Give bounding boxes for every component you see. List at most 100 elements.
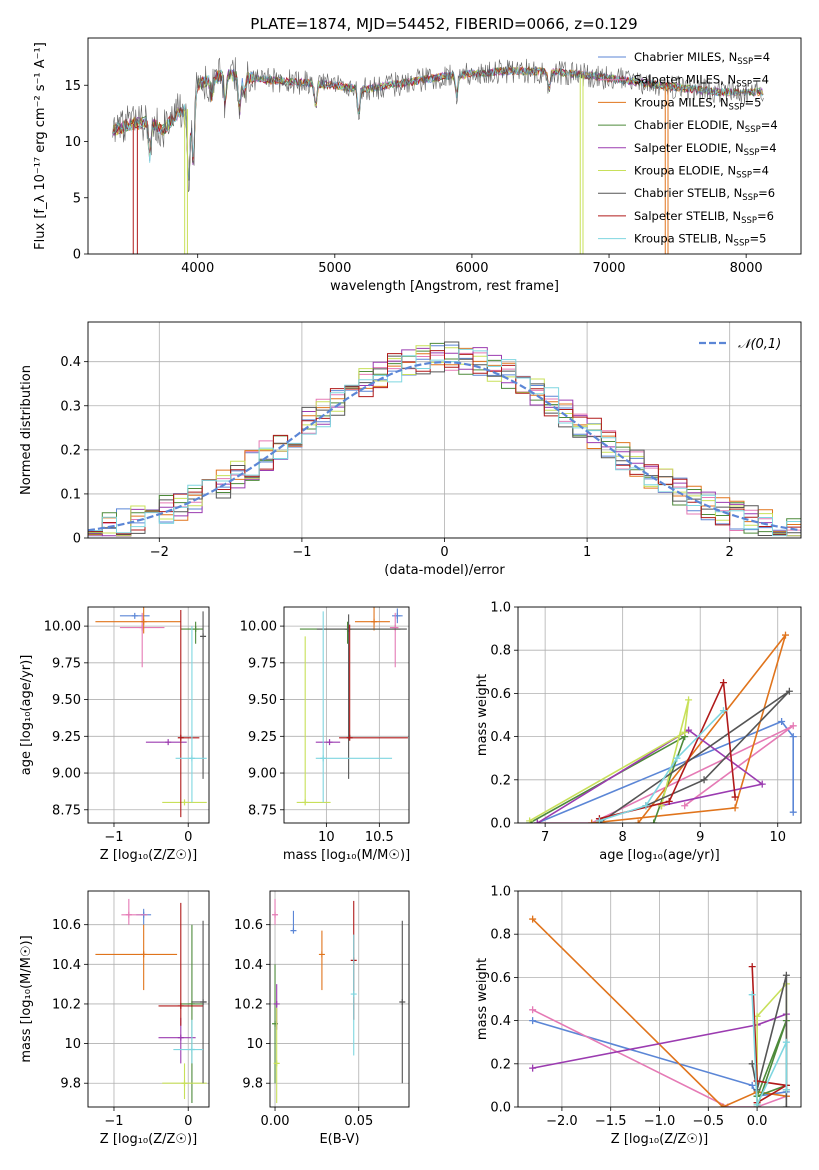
weight-marker xyxy=(789,733,797,741)
data-point xyxy=(302,799,309,806)
data-point xyxy=(350,991,357,998)
y-tick-label: 0.4 xyxy=(490,730,511,745)
plot-area xyxy=(88,607,209,823)
weight-marker xyxy=(681,802,689,810)
data-point xyxy=(181,799,188,806)
x-tick-label: 1 xyxy=(583,545,591,560)
y-tick-label: 0.8 xyxy=(490,644,511,659)
weight-marker xyxy=(665,797,673,805)
weight-marker xyxy=(782,1086,790,1094)
axes-frame xyxy=(87,321,802,539)
weight-marker xyxy=(719,1103,727,1107)
x-tick-label: 0 xyxy=(184,830,192,845)
weight-marker xyxy=(642,802,650,810)
weight-marker xyxy=(533,819,541,823)
weight-marker xyxy=(529,1064,537,1072)
legend-entry: Chabrier MILES, NSSP=4 xyxy=(634,50,770,67)
x-tick-label: 10.5 xyxy=(365,830,394,845)
panel-mass_vs_EBV: 0.00 0.05 9.8 10 10.2 10.4 10.6 E(B-V) xyxy=(234,890,410,1147)
weight-marker xyxy=(634,819,642,823)
legend-entry: Salpeter STELIB, NSSP=6 xyxy=(634,209,774,226)
plot-area xyxy=(518,891,801,1107)
weight-marker xyxy=(673,754,681,762)
figure-title: PLATE=1874, MJD=54452, FIBERID=0066, z=0… xyxy=(250,15,637,33)
y-tick-label: 10.6 xyxy=(52,918,81,933)
x-tick-label: −1.0 xyxy=(644,1114,676,1129)
y-tick-label: 0 xyxy=(73,532,81,547)
data-point xyxy=(371,618,378,625)
y-tick-label: 9.25 xyxy=(52,730,81,745)
x-tick-label: 0 xyxy=(440,545,448,560)
x-tick-label: 7000 xyxy=(592,261,625,276)
x-tick-label: 2 xyxy=(726,545,734,560)
weight-marker xyxy=(782,1038,790,1046)
y-tick-label: 9.8 xyxy=(60,1077,81,1092)
y-axis-label: mass weight xyxy=(475,958,490,1040)
y-tick-label: 0.8 xyxy=(490,928,511,943)
data-point xyxy=(326,739,333,746)
weight-marker xyxy=(758,780,766,788)
y-axis-label: Normed distribution xyxy=(19,365,34,495)
y-tick-label: 10.6 xyxy=(234,918,263,933)
x-tick-label: −1.5 xyxy=(595,1114,627,1129)
weight-line xyxy=(537,725,794,823)
x-tick-label: 0 xyxy=(184,1114,192,1129)
plot-area xyxy=(284,607,409,823)
plot-area xyxy=(518,607,801,823)
plot-area xyxy=(112,57,764,254)
weight-marker xyxy=(748,963,756,971)
y-axis-label: mass [log₁₀(M/M☉)] xyxy=(19,935,34,1062)
weight-line xyxy=(599,710,725,822)
data-point xyxy=(399,998,406,1005)
axes-frame xyxy=(269,890,410,1108)
x-tick-label: 0.0 xyxy=(747,1114,768,1129)
weight-marker xyxy=(685,696,693,704)
weight-line xyxy=(751,966,789,1104)
y-tick-label: 0.4 xyxy=(490,1014,511,1029)
data-point xyxy=(188,1046,195,1053)
spectrum-glitch xyxy=(184,109,188,254)
legend-entry: Kroupa ELODIE, NSSP=4 xyxy=(634,164,769,181)
y-tick-label: 8.75 xyxy=(52,803,81,818)
y-tick-label: 9.75 xyxy=(248,656,277,671)
y-tick-label: 10.4 xyxy=(234,958,263,973)
x-axis-label: Z [log₁₀(Z/Z☉)] xyxy=(611,1132,708,1147)
data-point xyxy=(273,1060,280,1067)
legend-entry: Kroupa STELIB, NSSP=5 xyxy=(634,232,766,249)
data-point xyxy=(320,755,327,762)
weight-line xyxy=(599,679,736,820)
weight-marker xyxy=(719,679,727,687)
data-point xyxy=(346,734,353,741)
legend-entry: Kroupa MILES, NSSP=5 xyxy=(634,95,761,112)
y-tick-label: 0.6 xyxy=(490,687,511,702)
weight-marker xyxy=(778,717,786,725)
data-point xyxy=(140,951,147,958)
x-tick-label: 9 xyxy=(696,830,704,845)
x-tick-label: −1 xyxy=(104,830,123,845)
y-tick-label: 10 xyxy=(64,1037,81,1052)
x-axis-label: wavelength [Angstrom, rest frame] xyxy=(330,279,559,294)
y-tick-label: 0.2 xyxy=(490,1057,511,1072)
y-tick-label: 10.4 xyxy=(52,958,81,973)
y-tick-label: 10.2 xyxy=(52,997,81,1012)
x-tick-label: 8 xyxy=(619,830,627,845)
weight-marker xyxy=(595,817,603,823)
panel-spectrum: 4000 5000 6000 7000 8000 0 5 10 15 wavelength [An… xyxy=(33,37,802,294)
axes-frame xyxy=(87,890,210,1108)
x-tick-label: 10 xyxy=(318,830,335,845)
weight-marker xyxy=(781,631,789,639)
panel-mass_vs_Z: −1 0 9.8 10 10.2 10.4 10.6 Z [log₁₀(Z/Z☉)] mass … xyxy=(19,890,210,1147)
x-axis-label: E(B-V) xyxy=(319,1132,359,1147)
x-tick-label: 6000 xyxy=(455,261,488,276)
gaussian-curve xyxy=(88,360,801,532)
spectrum-glitch xyxy=(664,85,669,254)
data-point xyxy=(177,1034,184,1041)
weight-line xyxy=(529,699,690,822)
weight-line xyxy=(755,1020,788,1107)
data-point xyxy=(392,624,399,631)
weight-marker xyxy=(753,1077,761,1085)
weight-line xyxy=(751,994,788,1106)
data-point xyxy=(177,1002,184,1009)
data-point xyxy=(181,1080,188,1087)
panel-age_vs_Z: −1 0 8.75 9.00 9.25 9.50 9.75 10.00 Z [log₁₀(Z/Z… xyxy=(19,606,210,863)
